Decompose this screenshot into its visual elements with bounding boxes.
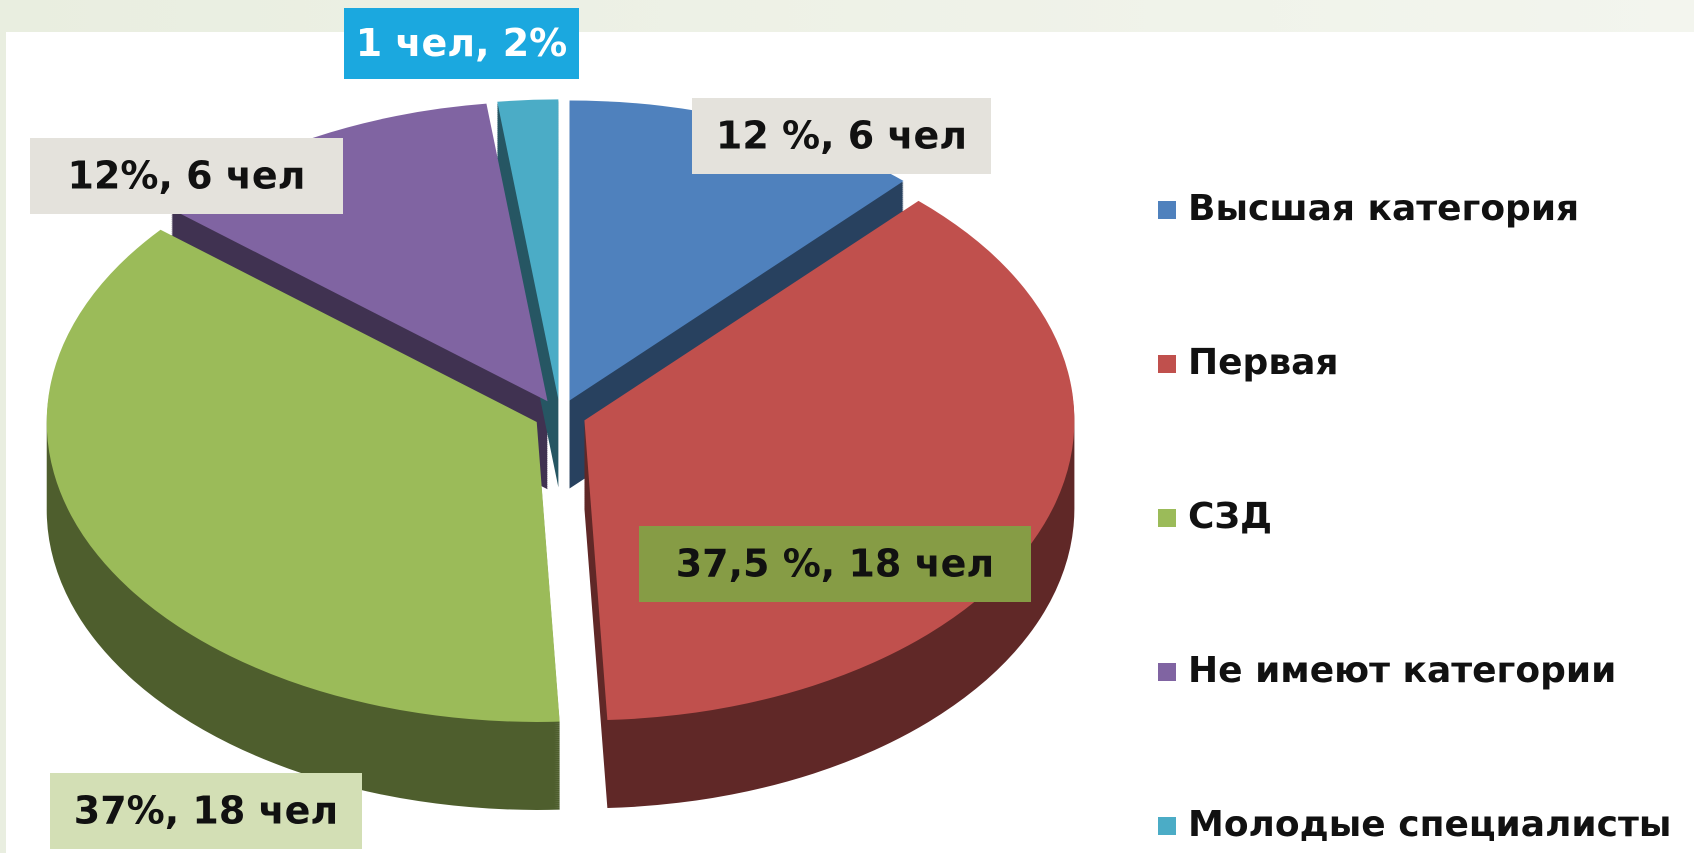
legend: Высшая категория Первая СЗД Не имеют катего…	[1158, 188, 1671, 845]
label-box	[692, 98, 991, 174]
slice	[46, 229, 560, 722]
legend-swatch	[1158, 201, 1176, 219]
legend-label: Не имеют категории	[1188, 650, 1616, 691]
data-label: 37,5 %, 18 чел	[676, 542, 995, 586]
data-labels: 12 %, 6 чел 37,5 %, 18 чел 37%, 18 чел 12%,…	[30, 8, 1031, 849]
legend-label: СЗД	[1188, 496, 1272, 537]
legend-label: Первая	[1188, 342, 1339, 383]
legend-swatch	[1158, 509, 1176, 527]
data-label: 12%, 6 чел	[68, 154, 306, 198]
legend-swatch	[1158, 663, 1176, 681]
label-box	[639, 526, 1031, 602]
label-box	[50, 773, 362, 849]
legend-label: Высшая категория	[1188, 188, 1579, 229]
legend-swatch	[1158, 817, 1176, 835]
legend-swatch	[1158, 355, 1176, 373]
data-label: 1 чел, 2%	[356, 21, 568, 65]
label-box	[30, 138, 343, 214]
data-label: 37%, 18 чел	[74, 789, 338, 833]
data-label: 12 %, 6 чел	[716, 114, 967, 158]
slice	[569, 100, 904, 401]
legend-label: Молодые специалисты	[1188, 804, 1671, 845]
slice	[497, 99, 559, 400]
label-box	[344, 8, 579, 79]
